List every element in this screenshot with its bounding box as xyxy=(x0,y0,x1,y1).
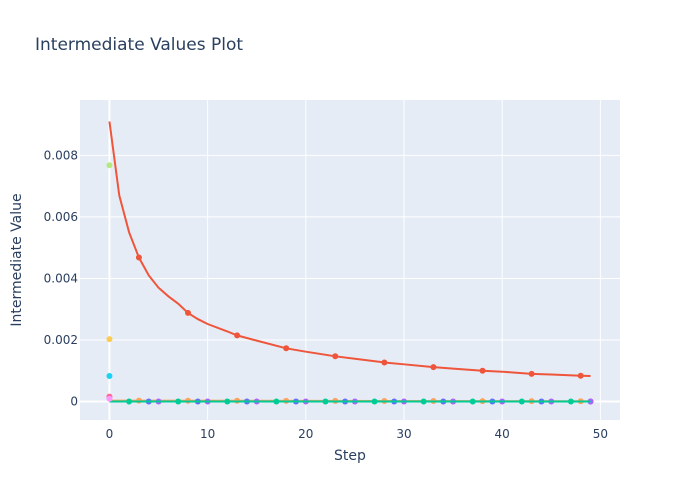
series-0 xyxy=(108,121,591,379)
data-point[interactable] xyxy=(106,395,113,402)
data-point[interactable] xyxy=(234,332,241,339)
x-tick-label: 0 xyxy=(106,427,114,441)
data-point[interactable] xyxy=(322,398,329,405)
data-point[interactable] xyxy=(479,367,486,374)
data-point[interactable] xyxy=(577,372,584,379)
data-point[interactable] xyxy=(420,398,427,405)
data-point[interactable] xyxy=(283,345,290,352)
y-tick-label: 0.002 xyxy=(44,333,78,347)
x-axis-ticks: 0 10 20 30 40 50 xyxy=(106,427,608,441)
x-tick-label: 30 xyxy=(396,427,411,441)
y-tick-label: 0.008 xyxy=(44,148,78,162)
y-axis-ticks: 0 0.002 0.004 0.006 0.008 xyxy=(44,148,78,408)
data-point[interactable] xyxy=(381,359,388,366)
data-point[interactable] xyxy=(518,398,525,405)
data-point[interactable] xyxy=(224,398,231,405)
series-line xyxy=(108,121,591,377)
x-tick-label: 20 xyxy=(298,427,313,441)
data-point[interactable] xyxy=(135,254,142,261)
series-5 xyxy=(106,162,113,169)
data-point[interactable] xyxy=(469,398,476,405)
data-point[interactable] xyxy=(567,398,574,405)
data-point[interactable] xyxy=(106,336,113,343)
x-axis-title: Step xyxy=(334,448,366,464)
series-4 xyxy=(109,398,591,405)
series-6 xyxy=(106,336,113,343)
data-point[interactable] xyxy=(371,398,378,405)
data-point[interactable] xyxy=(273,398,280,405)
data-point[interactable] xyxy=(106,373,113,379)
data-point[interactable] xyxy=(332,353,339,360)
data-point[interactable] xyxy=(185,309,191,316)
series-9 xyxy=(106,395,113,402)
data-point[interactable] xyxy=(126,398,133,405)
series-layer xyxy=(106,121,594,405)
x-tick-label: 50 xyxy=(593,427,608,441)
series-7 xyxy=(106,373,113,379)
data-point[interactable] xyxy=(175,398,182,405)
y-axis-title: Intermediate Value xyxy=(9,193,25,326)
x-tick-label: 10 xyxy=(200,427,215,441)
y-tick-label: 0.004 xyxy=(44,271,78,285)
y-tick-label: 0.006 xyxy=(44,210,78,224)
y-tick-label: 0 xyxy=(70,395,78,409)
x-tick-label: 40 xyxy=(495,427,510,441)
data-point[interactable] xyxy=(528,370,535,377)
chart-title: Intermediate Values Plot xyxy=(35,35,243,55)
data-point[interactable] xyxy=(430,364,437,371)
data-point[interactable] xyxy=(106,162,113,169)
plot-area xyxy=(80,100,620,420)
